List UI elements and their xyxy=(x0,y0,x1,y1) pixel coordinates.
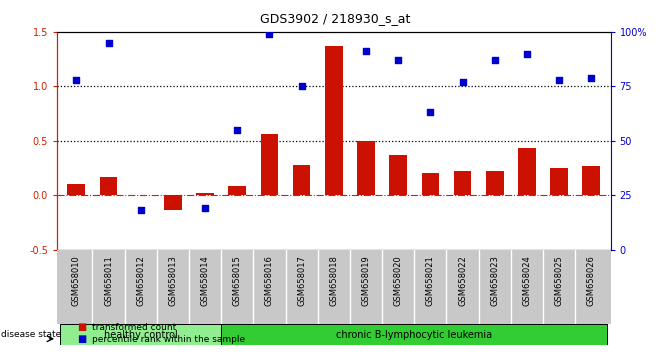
Bar xyxy=(454,171,472,195)
Bar xyxy=(68,184,85,195)
Bar xyxy=(228,187,246,195)
Text: GSM658018: GSM658018 xyxy=(329,256,338,307)
Bar xyxy=(518,148,535,195)
Text: GSM658019: GSM658019 xyxy=(362,256,370,306)
Text: GSM658021: GSM658021 xyxy=(426,256,435,306)
Point xyxy=(521,51,532,57)
Point xyxy=(329,14,339,19)
Text: GSM658013: GSM658013 xyxy=(168,256,177,307)
Text: ■: ■ xyxy=(77,322,87,332)
Point xyxy=(168,262,178,268)
Bar xyxy=(550,168,568,195)
Text: GSM658015: GSM658015 xyxy=(233,256,242,306)
Point xyxy=(457,79,468,85)
Point xyxy=(554,77,564,82)
Text: GSM658016: GSM658016 xyxy=(265,256,274,307)
Text: GSM658017: GSM658017 xyxy=(297,256,306,307)
Bar xyxy=(421,173,440,195)
Text: GSM658020: GSM658020 xyxy=(394,256,403,306)
Bar xyxy=(164,195,182,210)
Bar xyxy=(486,171,504,195)
Point xyxy=(136,207,146,213)
FancyBboxPatch shape xyxy=(221,324,607,345)
Point xyxy=(264,31,275,37)
Point xyxy=(103,40,114,46)
Point xyxy=(232,127,243,133)
Bar xyxy=(196,193,214,195)
Text: GSM658014: GSM658014 xyxy=(201,256,209,306)
Point xyxy=(200,205,211,211)
Point xyxy=(297,84,307,89)
Text: GSM658023: GSM658023 xyxy=(491,256,499,307)
Text: GSM658022: GSM658022 xyxy=(458,256,467,306)
Point xyxy=(71,77,82,82)
Text: GSM658025: GSM658025 xyxy=(555,256,564,306)
Point xyxy=(393,57,403,63)
Bar xyxy=(582,166,600,195)
Bar xyxy=(389,155,407,195)
Text: healthy control: healthy control xyxy=(104,330,178,339)
Bar xyxy=(293,165,311,195)
FancyBboxPatch shape xyxy=(60,324,221,345)
Text: ■: ■ xyxy=(77,334,87,344)
Point xyxy=(425,110,435,115)
Bar xyxy=(260,134,278,195)
Text: GSM658026: GSM658026 xyxy=(587,256,596,307)
Text: percentile rank within the sample: percentile rank within the sample xyxy=(92,335,245,344)
Text: transformed count: transformed count xyxy=(92,323,176,332)
Text: GSM658011: GSM658011 xyxy=(104,256,113,306)
Text: disease state: disease state xyxy=(1,330,61,339)
Text: GSM658010: GSM658010 xyxy=(72,256,81,306)
Point xyxy=(489,57,500,63)
Point xyxy=(586,75,597,80)
Bar xyxy=(100,177,117,195)
Bar xyxy=(325,46,343,195)
Text: GSM658012: GSM658012 xyxy=(136,256,145,306)
Text: GDS3902 / 218930_s_at: GDS3902 / 218930_s_at xyxy=(260,12,411,25)
Bar xyxy=(357,141,375,195)
Text: GSM658024: GSM658024 xyxy=(523,256,531,306)
Point xyxy=(360,48,371,54)
Text: chronic B-lymphocytic leukemia: chronic B-lymphocytic leukemia xyxy=(336,330,493,339)
